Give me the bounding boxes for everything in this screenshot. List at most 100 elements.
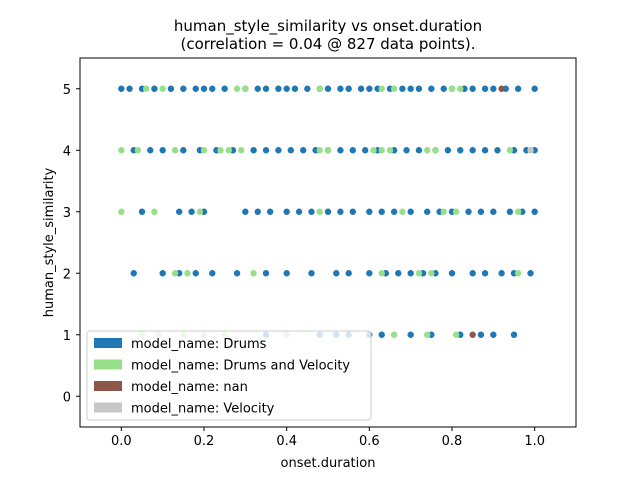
data-point (448, 270, 456, 277)
y-tick-label: 1 (63, 329, 71, 344)
data-point (349, 147, 356, 154)
data-point (171, 147, 179, 154)
data-point (378, 208, 385, 215)
legend-swatch (94, 402, 122, 413)
x-tick-label: 0.4 (276, 434, 297, 449)
data-point (254, 208, 261, 215)
data-point (424, 331, 431, 338)
data-point (494, 147, 501, 154)
data-point (316, 147, 323, 154)
data-point (151, 85, 158, 92)
data-point (452, 208, 460, 215)
data-point (217, 147, 224, 154)
data-point (407, 331, 414, 338)
data-point (130, 270, 137, 277)
data-point (147, 147, 154, 154)
legend-label: model_name: nan (131, 380, 248, 395)
data-point (209, 270, 216, 277)
y-axis-label: human_style_similarity (42, 167, 57, 317)
data-point (452, 331, 460, 338)
y-tick-label: 3 (63, 206, 71, 221)
data-point (151, 208, 158, 215)
data-point (316, 208, 323, 215)
data-point (337, 208, 344, 215)
data-point (324, 85, 332, 92)
data-point (192, 270, 199, 277)
data-point (262, 147, 270, 154)
data-point (386, 147, 394, 154)
data-point (514, 85, 522, 92)
data-point (366, 85, 373, 92)
data-point (159, 85, 166, 92)
data-point (490, 85, 497, 92)
legend-entries: model_name: Drums model_name: Drums and V… (94, 337, 350, 417)
data-point (233, 270, 241, 277)
data-point (378, 270, 385, 277)
data-point (118, 208, 125, 215)
data-point (138, 208, 146, 215)
data-point (200, 85, 208, 92)
data-point (254, 85, 261, 92)
data-point (469, 85, 476, 92)
data-point (176, 208, 183, 215)
x-tick-label: 1.0 (524, 434, 545, 449)
x-axis-ticks: 0.0 0.2 0.4 0.6 0.8 1.0 (111, 427, 545, 449)
legend-swatch (94, 359, 122, 370)
data-point (283, 208, 290, 215)
data-point (192, 85, 199, 92)
data-point (407, 270, 414, 277)
data-point (399, 208, 406, 215)
chart-subtitle: (correlation = 0.04 @ 827 data points). (180, 35, 475, 53)
y-tick-label: 4 (63, 144, 71, 159)
data-point (415, 270, 423, 277)
data-point (531, 85, 538, 92)
data-point (337, 147, 344, 154)
data-point (118, 147, 125, 154)
data-point (424, 208, 431, 215)
data-point (440, 208, 447, 215)
data-point (283, 85, 290, 92)
data-point (506, 208, 514, 215)
data-point (390, 331, 398, 338)
data-point (262, 270, 270, 277)
data-point (469, 331, 476, 338)
data-point (469, 270, 476, 277)
data-point (457, 85, 464, 92)
data-point (324, 208, 332, 215)
chart-title: human_style_similarity vs onset.duration (174, 17, 482, 36)
y-axis-ticks: 0 1 2 3 4 5 (63, 83, 80, 405)
data-point (428, 270, 435, 277)
y-tick-label: 0 (63, 390, 71, 405)
data-point (378, 331, 385, 338)
data-point (481, 147, 489, 154)
data-point (134, 147, 142, 154)
data-point (242, 85, 249, 92)
data-point (196, 208, 204, 215)
data-point (498, 270, 505, 277)
data-point (262, 85, 270, 92)
legend-label: model_name: Drums (131, 337, 267, 352)
data-point (159, 147, 166, 154)
x-axis-label: onset.duration (281, 456, 376, 471)
data-point (378, 85, 385, 92)
data-point (481, 85, 489, 92)
data-point (399, 85, 406, 92)
data-point (362, 147, 369, 154)
data-point (531, 208, 538, 215)
data-point (370, 147, 377, 154)
data-point (316, 85, 323, 92)
data-point (126, 85, 133, 92)
data-point (159, 270, 166, 277)
plot-frame (79, 57, 577, 428)
data-point (188, 208, 195, 215)
data-point (250, 270, 257, 277)
data-point (349, 208, 356, 215)
data-point (118, 85, 125, 92)
data-point (415, 147, 423, 154)
data-point (287, 147, 294, 154)
x-tick-label: 0.2 (194, 434, 215, 449)
data-point (498, 85, 505, 92)
data-point (184, 270, 191, 277)
data-point (238, 147, 245, 154)
data-point (378, 147, 385, 154)
